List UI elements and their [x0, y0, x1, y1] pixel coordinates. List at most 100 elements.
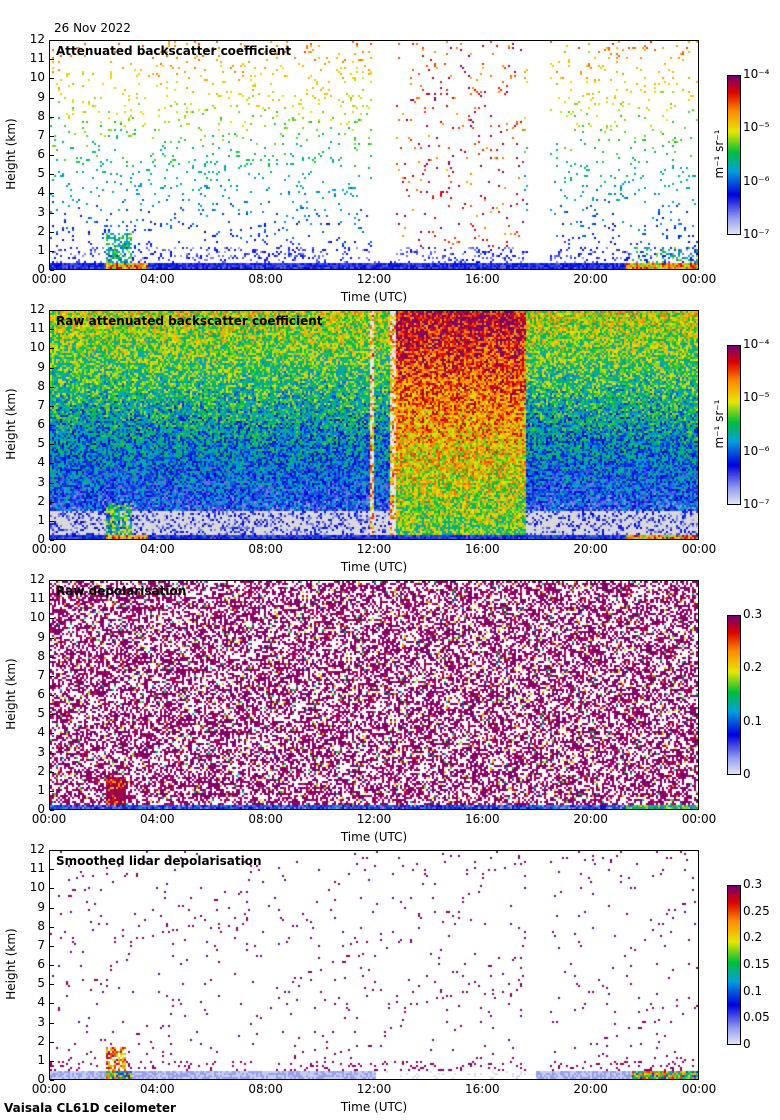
y-axis-label: Height (km) — [4, 928, 18, 1000]
y-tick-label: 6 — [37, 957, 45, 971]
y-tick-mark — [50, 135, 54, 137]
x-tick-label: 12:00 — [356, 1082, 392, 1096]
y-tick-label: 4 — [37, 995, 45, 1010]
x-tick-label: 00:00 — [681, 542, 717, 556]
y-tick-mark — [50, 193, 54, 195]
colorbar — [727, 885, 741, 1045]
y-tick-label: 11 — [29, 51, 45, 66]
x-tick-label: 00:00 — [31, 812, 67, 826]
x-axis-label: Time (UTC) — [340, 830, 408, 844]
colorbar-tick-label: 0.05 — [743, 1010, 770, 1025]
y-tick-label: 9 — [37, 359, 45, 374]
colorbar — [727, 75, 741, 235]
y-tick-mark — [50, 231, 54, 233]
colorbar-tick-label: 0.3 — [743, 607, 763, 621]
x-tick-label: 08:00 — [248, 272, 283, 286]
y-tick-label: 1 — [37, 512, 45, 527]
y-axis-label: Height (km) — [4, 118, 18, 190]
chart-title: Raw depolarisation — [56, 584, 187, 598]
y-tick-label: 11 — [29, 591, 45, 606]
chart-title: Raw attenuated backscatter coefficient — [56, 314, 323, 328]
colorbar-tick-label: 0 — [743, 1037, 751, 1051]
y-tick-mark — [50, 59, 54, 61]
colorbar-tick-label: 0.3 — [743, 877, 763, 891]
x-tick-label: 08:00 — [248, 1082, 283, 1096]
x-tick-label: 00:00 — [681, 1082, 717, 1096]
y-tick-label: 12 — [29, 32, 45, 46]
colorbar-tick-label: 10⁻⁴ — [743, 337, 770, 351]
y-tick-label: 10 — [29, 880, 45, 895]
y-tick-label: 6 — [37, 147, 45, 161]
colorbar-tick-label: 10⁻⁶ — [743, 173, 770, 188]
colorbar-tick-label: 0.1 — [743, 713, 763, 728]
y-tick-label: 0 — [37, 1072, 45, 1086]
y-tick-label: 7 — [37, 667, 45, 682]
y-tick-mark — [50, 618, 54, 620]
y-tick-label: 7 — [37, 127, 45, 142]
y-tick-mark — [50, 40, 54, 41]
x-tick-label: 00:00 — [681, 812, 717, 826]
colorbar-tick-label: 0.1 — [743, 983, 763, 998]
y-tick-mark — [50, 540, 54, 541]
y-tick-mark — [50, 675, 54, 677]
y-tick-mark — [50, 771, 54, 773]
y-tick-label: 7 — [37, 397, 45, 412]
x-tick-label: 04:00 — [140, 272, 175, 286]
x-tick-label: 12:00 — [356, 272, 392, 286]
y-tick-mark — [50, 174, 54, 176]
y-tick-label: 8 — [37, 378, 45, 393]
y-axis-label: Height (km) — [4, 388, 18, 460]
y-tick-label: 3 — [37, 204, 45, 219]
y-tick-mark — [50, 310, 54, 311]
colorbar-tick-label: 0.25 — [743, 903, 770, 918]
colorbar-tick-label: 0 — [743, 767, 751, 781]
y-tick-label: 1 — [37, 782, 45, 797]
x-tick-label: 16:00 — [465, 812, 500, 826]
y-tick-mark — [50, 888, 54, 890]
x-axis-label: Time (UTC) — [340, 290, 408, 304]
colorbar — [727, 615, 741, 775]
y-tick-mark — [50, 386, 54, 388]
y-tick-mark — [50, 656, 54, 658]
y-tick-mark — [50, 482, 54, 484]
y-tick-label: 6 — [37, 417, 45, 431]
y-tick-mark — [50, 444, 54, 446]
x-tick-label: 04:00 — [140, 542, 175, 556]
x-tick-label: 00:00 — [31, 1082, 67, 1096]
y-tick-label: 5 — [37, 436, 45, 451]
y-tick-label: 1 — [37, 242, 45, 257]
x-tick-label: 12:00 — [356, 812, 392, 826]
y-tick-label: 2 — [37, 223, 45, 238]
y-tick-label: 10 — [29, 70, 45, 85]
colorbar-unit-label: m⁻¹ sr⁻¹ — [712, 399, 726, 449]
y-tick-mark — [50, 790, 54, 792]
y-tick-label: 8 — [37, 648, 45, 663]
y-tick-label: 12 — [29, 302, 45, 316]
chart-title: Attenuated backscatter coefficient — [56, 44, 292, 58]
x-axis-label: Time (UTC) — [340, 1100, 408, 1114]
y-tick-mark — [50, 869, 54, 871]
y-tick-mark — [50, 1041, 54, 1043]
y-tick-label: 4 — [37, 185, 45, 200]
plot-area: Raw attenuated backscatter coefficient — [49, 310, 699, 540]
x-tick-label: 00:00 — [681, 272, 717, 286]
y-tick-label: 4 — [37, 725, 45, 740]
heatmap-canvas — [50, 851, 698, 1079]
y-tick-mark — [50, 984, 54, 986]
y-tick-mark — [50, 520, 54, 522]
y-tick-mark — [50, 501, 54, 503]
y-tick-mark — [50, 733, 54, 735]
y-tick-label: 4 — [37, 455, 45, 470]
y-tick-mark — [50, 78, 54, 80]
y-tick-mark — [50, 599, 54, 601]
y-tick-mark — [50, 850, 54, 851]
date-label: 26 Nov 2022 — [54, 21, 131, 35]
y-tick-mark — [50, 367, 54, 369]
y-tick-mark — [50, 155, 54, 156]
y-tick-mark — [50, 348, 54, 350]
y-tick-label: 12 — [29, 572, 45, 586]
y-tick-label: 7 — [37, 937, 45, 952]
y-tick-label: 0 — [37, 262, 45, 276]
x-tick-label: 08:00 — [248, 812, 283, 826]
y-tick-label: 0 — [37, 532, 45, 546]
